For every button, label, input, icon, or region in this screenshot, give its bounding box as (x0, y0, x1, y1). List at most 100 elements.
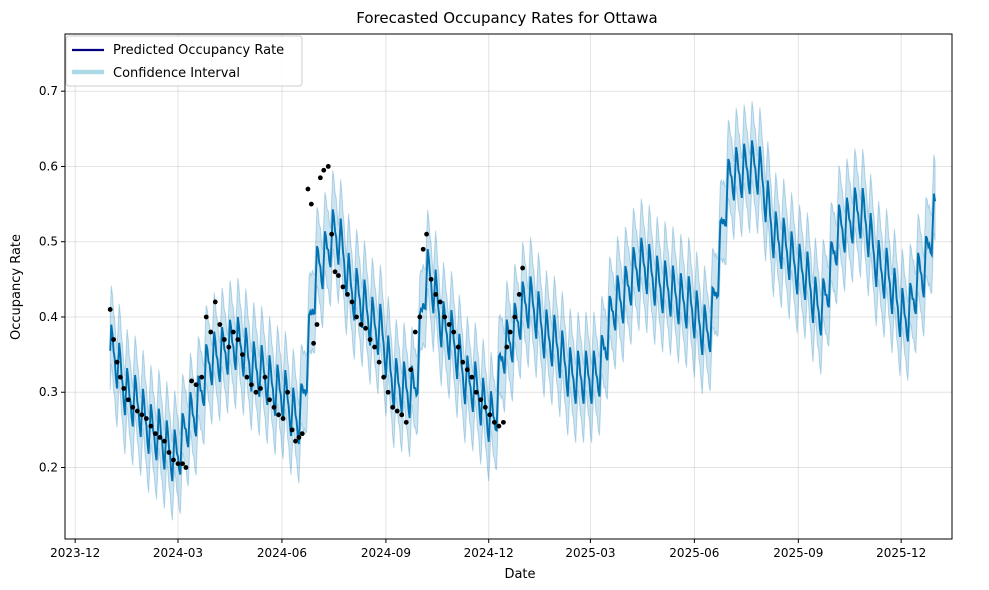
actual-point (117, 374, 123, 380)
actual-point (381, 374, 387, 380)
actual-point (501, 419, 506, 425)
actual-point (442, 314, 448, 320)
actual-point (385, 389, 391, 395)
actual-point (125, 397, 131, 403)
legend-label-interval: Confidence Interval (113, 66, 240, 81)
actual-point (372, 344, 378, 350)
actual-point (469, 374, 475, 380)
actual-point (262, 374, 268, 380)
actual-point (244, 374, 250, 380)
actual-point (482, 404, 488, 410)
actual-point (193, 382, 199, 388)
x-tick-label: 2025-06 (669, 546, 719, 560)
actual-point (437, 299, 443, 305)
actual-point (408, 367, 414, 373)
actual-point (235, 337, 241, 342)
actual-point (336, 273, 341, 278)
x-tick-label: 2024-03 (153, 546, 203, 560)
plot-frame (64, 33, 953, 540)
actual-point (221, 337, 227, 342)
confidence-interval-band (109, 101, 936, 521)
actual-point (203, 314, 209, 320)
actual-point (376, 359, 382, 365)
actual-point (308, 201, 314, 207)
actual-point (208, 329, 214, 335)
actual-point (428, 276, 434, 282)
x-tick-label: 2024-09 (361, 546, 411, 560)
actual-point (166, 450, 172, 455)
actual-point (487, 412, 493, 418)
actual-point (183, 465, 189, 470)
chart-title: Forecasted Occupancy Rates for Ottawa (356, 9, 658, 27)
actual-point (189, 378, 194, 384)
actual-point (460, 359, 466, 365)
actual-point (285, 389, 290, 395)
actual-point (162, 438, 167, 444)
actual-point (130, 404, 136, 410)
actual-point (107, 307, 113, 312)
actual-point (148, 423, 154, 429)
actual-point (420, 246, 426, 252)
actual-point (451, 329, 457, 335)
actual-point (111, 337, 116, 342)
actual-point (464, 367, 470, 373)
actual-point (317, 175, 323, 181)
actual-point (358, 322, 364, 327)
actual-point (417, 314, 423, 320)
actual-point (230, 329, 236, 335)
actual-point (345, 292, 350, 297)
actual-point (332, 269, 338, 275)
actual-point (512, 314, 518, 320)
actual-point (305, 186, 311, 192)
legend-label-forecast: Predicted Occupancy Rate (113, 43, 284, 58)
actual-point (349, 299, 355, 305)
x-tick-label: 2024-12 (464, 546, 514, 560)
legend: Predicted Occupancy Rate Confidence Inte… (65, 35, 303, 87)
actual-point (433, 292, 439, 297)
actual-point (367, 337, 373, 342)
x-tick-label: 2025-09 (773, 546, 823, 560)
actual-point (412, 329, 418, 335)
legend-box (65, 35, 303, 87)
actual-point (504, 344, 510, 350)
actual-point (507, 329, 513, 335)
actual-point (258, 386, 263, 391)
x-tick-label: 2025-03 (565, 546, 615, 560)
actual-point (520, 265, 526, 271)
x-axis-title: Date (504, 567, 535, 582)
y-tick-label: 0.5 (39, 235, 58, 249)
y-tick-label: 0.6 (39, 159, 58, 173)
y-grid (65, 90, 952, 469)
actual-point (226, 344, 232, 350)
actual-point (399, 412, 405, 418)
actual-point (455, 344, 461, 350)
actual-point (354, 314, 359, 320)
actual-point (424, 231, 429, 237)
actual-point (249, 382, 254, 388)
actual-points (107, 164, 526, 470)
actual-point (516, 292, 522, 297)
actual-point (121, 386, 127, 391)
actual-point (217, 322, 223, 327)
actual-point (311, 340, 316, 346)
actual-point (491, 419, 497, 425)
actual-point (403, 419, 409, 425)
actual-point (299, 431, 305, 437)
actual-point (496, 423, 502, 429)
actual-point (340, 284, 346, 290)
x-tick-label: 2024-06 (257, 546, 307, 560)
actual-point (394, 408, 400, 414)
actual-point (180, 461, 185, 467)
actual-point (478, 397, 484, 403)
forecast-line (109, 140, 937, 482)
actual-point (114, 359, 120, 365)
actual-point (199, 374, 205, 380)
actual-point (212, 299, 218, 305)
actual-point (276, 412, 281, 418)
x-ticks: 2023-12 2024-03 2024-06 2024-09 2024-12 2025-… (50, 539, 926, 560)
y-tick-label: 0.2 (39, 461, 58, 475)
actual-point (293, 438, 298, 444)
x-tick-label: 2023-12 (50, 546, 100, 560)
actual-point (473, 389, 479, 395)
